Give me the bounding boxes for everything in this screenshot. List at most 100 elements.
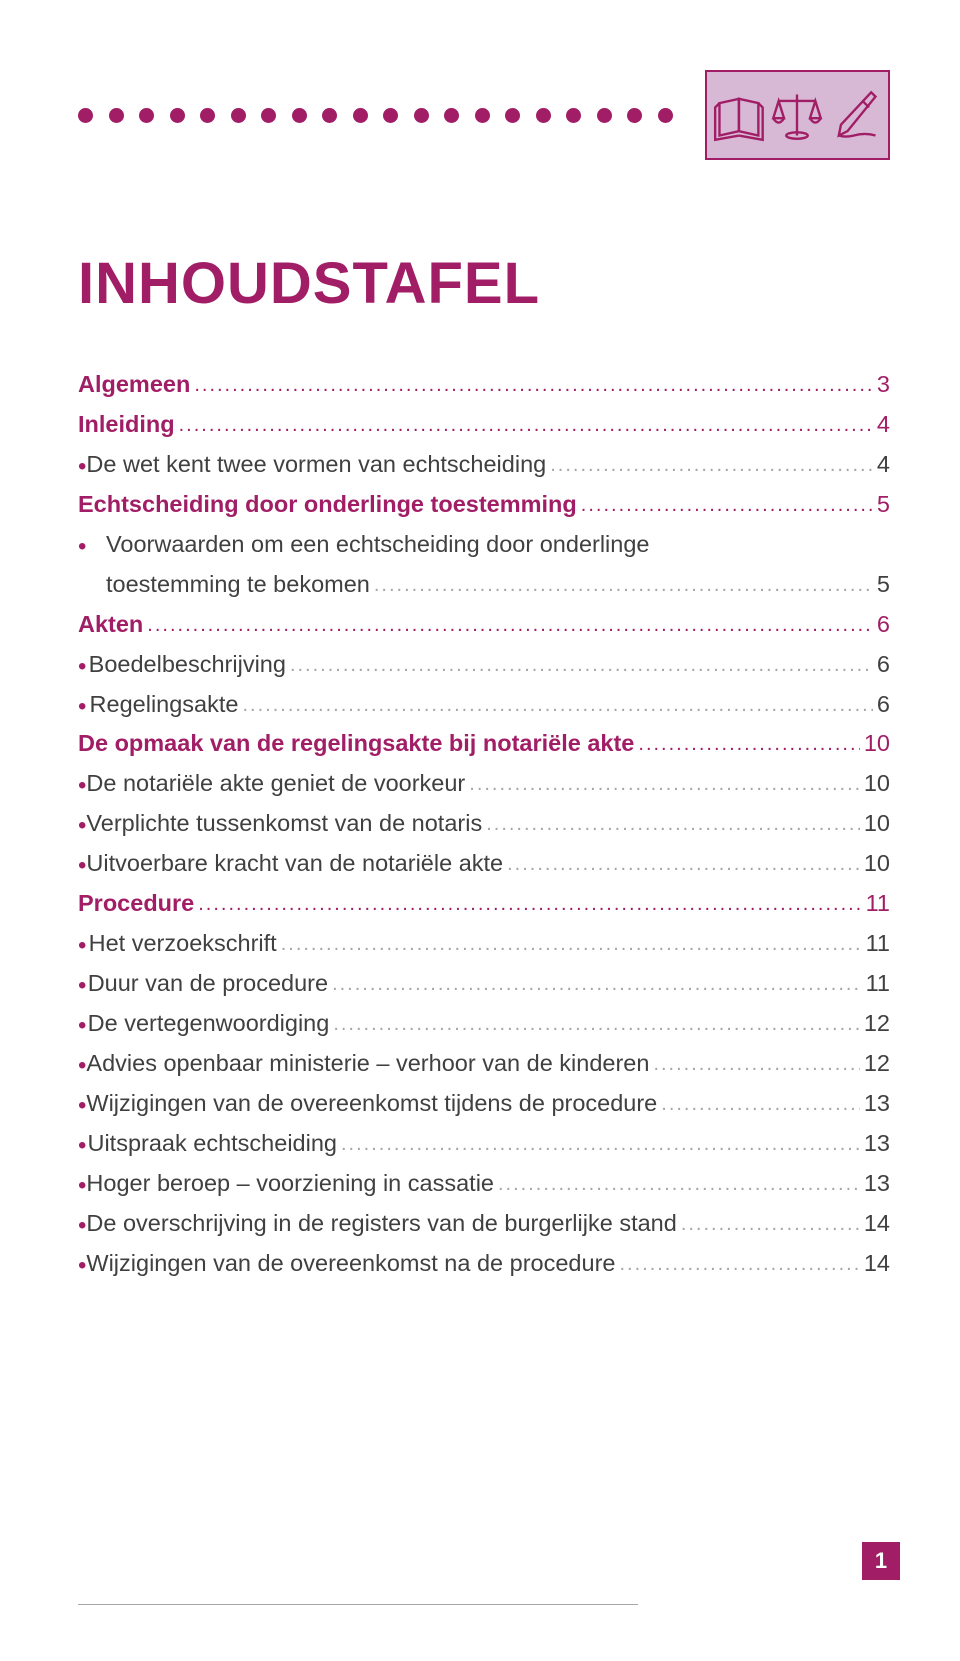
toc-leader [615,1247,859,1281]
toc-label: De opmaak van de regelingsakte bij notar… [78,724,634,764]
toc-item-row: •Het verzoekschrift11 [78,924,890,964]
toc-item-row: •Uitvoerbare kracht van de notariële akt… [78,844,890,884]
toc-page-number: 4 [873,445,890,485]
toc-item-row: •Wijzigingen van de overeenkomst tijdens… [78,1084,890,1124]
decor-dot [170,108,185,123]
bullet-icon: • [78,934,89,958]
toc-page-number: 14 [860,1244,890,1284]
toc-label: Advies openbaar ministerie – verhoor van… [86,1044,649,1084]
toc-heading-row: Inleiding 4 [78,405,890,445]
toc-label: Inleiding [78,405,175,445]
toc-item-row: •Advies openbaar ministerie – verhoor va… [78,1044,890,1084]
toc-label-cont: toestemming te bekomen [106,565,370,605]
toc-item-row: •De notariële akte geniet de voorkeur10 [78,764,890,804]
toc-leader [634,727,859,761]
toc-label: Wijzigingen van de overeenkomst tijdens … [86,1084,657,1124]
bullet-icon: • [78,1214,86,1238]
bullet-icon: • [78,1134,87,1158]
toc-leader [503,847,860,881]
toc-leader [190,368,873,402]
bullet-icon: • [78,774,86,798]
toc-heading-row: Procedure 11 [78,884,890,924]
toc-item-row: •De overschrijving in de registers van d… [78,1204,890,1244]
decor-dot [414,108,429,123]
toc-leader [286,648,873,682]
toc-page-number: 5 [873,485,890,525]
toc-label: Procedure [78,884,194,924]
decor-dot [536,108,551,123]
decor-dot [322,108,337,123]
toc-heading-row: Echtscheiding door onderlinge toestemmin… [78,485,890,525]
toc-label: Regelingsakte [90,685,239,725]
toc-item-row: •De vertegenwoordiging 12 [78,1004,890,1044]
toc-item-row: •Duur van de procedure 11 [78,964,890,1004]
toc-leader [649,1047,859,1081]
decor-dot [505,108,520,123]
decor-dot [139,108,154,123]
toc-heading-row: De opmaak van de regelingsakte bij notar… [78,724,890,764]
toc-item-row-cont: toestemming te bekomen 5 [106,565,890,605]
page-title: INHOUDSTAFEL [78,250,890,317]
icon-box [705,70,890,160]
toc-leader [328,967,862,1001]
toc-label: Boedelbeschrijving [89,645,286,685]
pen-icon [828,84,882,146]
toc-item-row: •Verplichte tussenkomst van de notaris10 [78,804,890,844]
toc-label: Uitvoerbare kracht van de notariële akte [86,844,503,884]
toc-page-number: 11 [862,884,890,924]
bullet-icon: • [78,974,88,998]
book-icon [713,84,767,146]
toc-leader [370,568,873,602]
toc-page-number: 6 [873,685,890,725]
scales-icon [770,84,824,146]
toc-heading-row: Algemeen 3 [78,365,890,405]
toc-page-number: 5 [873,565,890,605]
toc-page-number: 11 [862,964,890,1004]
table-of-contents: Algemeen3Inleiding4•De wet kent twee vor… [78,365,890,1284]
decor-dot [78,108,93,123]
toc-page-number: 10 [860,844,890,884]
toc-page-number: 3 [873,365,890,405]
dot-row [78,108,693,123]
toc-page-number: 12 [860,1044,890,1084]
toc-page-number: 11 [862,924,890,964]
footer-rule [78,1604,638,1606]
decor-dot [261,108,276,123]
toc-item-row: •Uitspraak echtscheiding13 [78,1124,890,1164]
toc-leader [175,408,873,442]
top-decor-bar [78,70,890,160]
toc-label: Echtscheiding door onderlinge toestemmin… [78,485,577,525]
decor-dot [475,108,490,123]
toc-page-number: 4 [873,405,890,445]
bullet-icon: • [78,1254,86,1278]
decor-dot [353,108,368,123]
toc-label: Algemeen [78,365,190,405]
bullet-icon: • [78,695,90,719]
toc-leader [329,1007,860,1041]
toc-leader [494,1167,860,1201]
toc-label: Duur van de procedure [88,964,328,1004]
bullet-icon: • [78,814,86,838]
decor-dot [444,108,459,123]
page: INHOUDSTAFEL Algemeen3Inleiding4•De wet … [0,0,960,1661]
decor-dot [231,108,246,123]
toc-page-number: 12 [860,1004,890,1044]
toc-page-number: 10 [860,764,890,804]
toc-leader [677,1207,860,1241]
bullet-icon: • [78,655,89,679]
toc-page-number: 10 [860,804,890,844]
page-footer: 1 [78,1542,900,1606]
decor-dot [627,108,642,123]
toc-label: De vertegenwoordiging [88,1004,330,1044]
toc-item-row: •Voorwaarden om een echtscheiding door o… [78,525,890,565]
decor-dot [292,108,307,123]
decor-dot [200,108,215,123]
bullet-icon: • [78,1174,86,1198]
decor-dot [109,108,124,123]
toc-item-row: •Regelingsakte 6 [78,685,890,725]
bullet-icon: • [78,1014,88,1038]
toc-leader [465,767,860,801]
toc-heading-row: Akten6 [78,605,890,645]
toc-item-row: •Wijzigingen van de overeenkomst na de p… [78,1244,890,1284]
bullet-icon: • [78,1054,86,1078]
